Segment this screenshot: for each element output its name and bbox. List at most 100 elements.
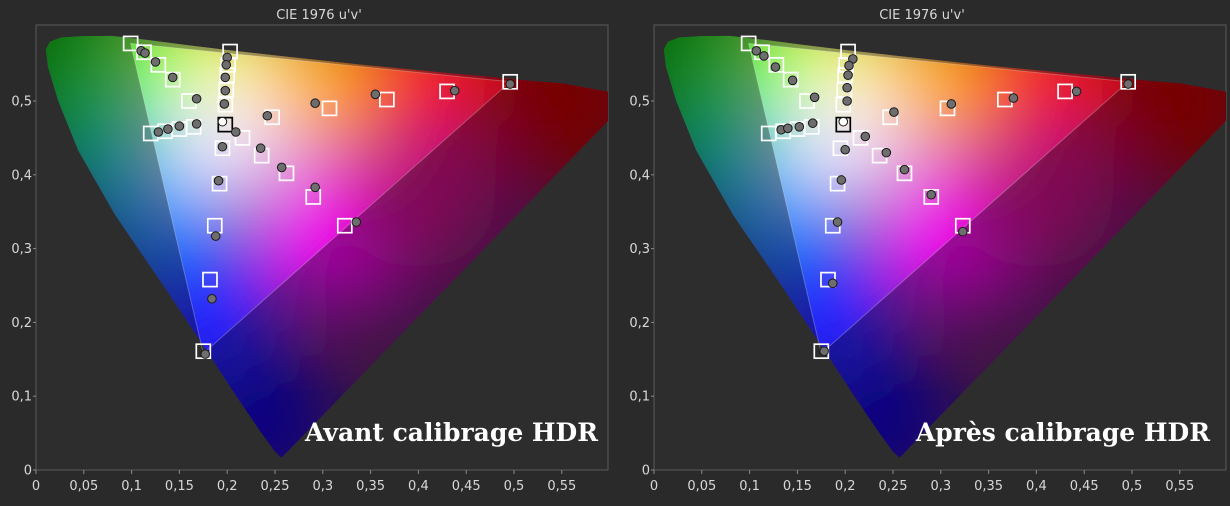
target-square [214,140,231,157]
measured-point [207,293,217,304]
x-tick-label: 0,05 [69,479,98,494]
measured-point [783,123,793,134]
measured-point [860,131,871,142]
measured-point [200,349,211,359]
x-tick-label: 0,55 [547,479,576,494]
y-tick-label: 0,4 [11,168,32,183]
measured-point [276,162,287,173]
measured-point [819,346,829,356]
y-tick-label: 0,2 [629,316,650,331]
x-tick-label: 0,3 [312,479,333,494]
measured-point [836,175,847,185]
chart-panel-before: 0 0,05 0,1 0,15 0,2 0,25 0,3 0,35 0,4 0,45 0,5 0,55… [0,0,612,502]
measured-point [370,89,381,100]
measured-point [140,48,150,58]
gamut-triangle [747,42,1130,355]
measured-point [210,231,221,241]
x-tick-label: 0,15 [165,479,194,494]
measured-point [794,122,805,132]
measured-point [167,72,178,83]
measured-point [449,85,460,96]
x-tick-label: 0,35 [356,479,385,494]
measured-point [842,82,852,93]
y-tick-label: 0,5 [629,95,650,110]
x-tick-label: 0,25 [261,479,290,494]
x-tick-label: 0,3 [930,479,951,494]
measured-point [191,119,202,129]
cie-chart-before: 0 0,05 0,1 0,15 0,2 0,25 0,3 0,35 0,4 0,45 0,5 0,55… [11,8,609,494]
chart-title: CIE 1976 u'v' [879,8,965,23]
measured-point [219,99,230,109]
measured-point [505,79,515,89]
measured-point [889,107,899,117]
measured-point [832,217,843,227]
measured-point [809,92,820,103]
target-square [321,100,338,117]
measured-point [844,60,854,71]
measured-point [838,116,849,127]
measured-point [262,110,273,121]
target-square [185,118,202,135]
measured-point [213,175,224,186]
measured-point [220,85,231,96]
measured-point [759,51,769,61]
measured-point [1071,86,1082,97]
x-tick-label: 0,35 [974,479,1003,494]
x-tick-label: 0,45 [452,479,481,494]
y-tick-label: 0,4 [629,168,650,183]
measured-point [231,127,241,137]
measured-point [957,226,968,237]
measured-point [840,144,850,155]
measured-point [827,278,838,289]
x-tick-label: 0 [650,479,658,494]
x-tick-label: 0,2 [835,479,856,494]
measured-point [174,121,185,131]
target-square [234,130,251,146]
target-square [829,175,846,192]
x-tick-label: 0,15 [783,479,812,494]
x-tick-label: 0,5 [504,479,525,494]
measured-point [150,57,161,67]
measured-point [946,99,957,109]
x-tick-label: 0,25 [879,479,908,494]
x-tick-label: 0,5 [1122,479,1143,494]
measured-point [220,72,231,83]
measured-point [770,62,781,72]
measured-point [842,96,852,106]
measured-point [787,75,798,86]
x-tick-label: 0,2 [217,479,238,494]
target-square [782,71,799,88]
measured-point [255,143,266,154]
measured-point [310,98,320,109]
x-tick-label: 0,05 [687,479,716,494]
target-square [278,165,295,182]
measured-point [191,93,202,104]
x-tick-label: 0,4 [408,479,429,494]
measured-point [217,141,228,152]
measured-point [926,189,937,200]
y-tick-label: 0 [642,464,650,479]
measured-point [1123,79,1133,89]
chart-annotation: Avant calibrage HDR [304,418,598,447]
measured-point [807,118,818,128]
x-tick-label: 0,4 [1026,479,1047,494]
x-tick-label: 0,1 [121,479,142,494]
y-tick-label: 0,3 [629,242,650,257]
target-square [122,35,139,52]
measured-point [217,116,228,127]
measured-point [351,217,362,227]
y-tick-label: 0,2 [11,316,32,331]
measured-point [310,182,320,193]
measured-point [881,147,892,158]
target-square [835,96,852,113]
target-square [379,91,395,108]
target-square [768,56,785,73]
measured-point [843,70,853,80]
measured-point [1008,93,1019,103]
measured-point [221,60,232,70]
target-square [150,56,167,73]
chart-panel-after: 0 0,05 0,1 0,15 0,2 0,25 0,3 0,35 0,4 0,45 0,5 0,55… [612,0,1230,502]
target-square [740,35,757,52]
target-square [336,217,353,234]
chart-title: CIE 1976 u'v' [276,8,362,23]
